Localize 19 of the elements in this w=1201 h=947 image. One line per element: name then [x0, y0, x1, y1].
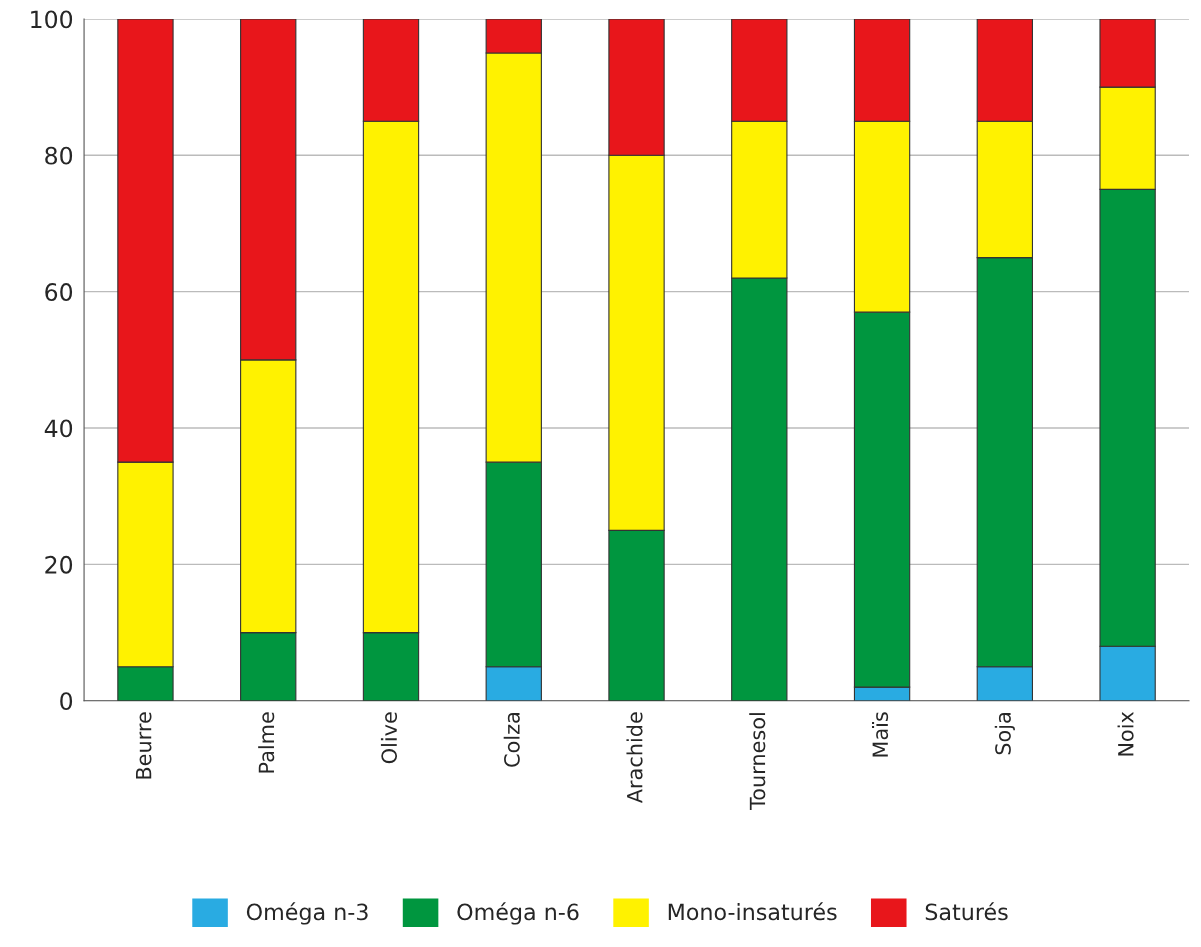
x-tick-label: Maïs	[872, 712, 889, 757]
y-tick-label: 40	[44, 419, 73, 438]
legend-label: Mono-insaturés	[668, 902, 837, 921]
y-tick-label: 60	[45, 283, 73, 301]
x-tick-label: Olive	[380, 712, 398, 764]
legend-label: Oméga n-6	[457, 902, 579, 925]
y-tick-label: 20	[45, 555, 73, 574]
y-tick-label: 80	[45, 146, 73, 165]
x-tick-label: Soja	[994, 713, 1015, 755]
x-tick-label: Noix	[1117, 711, 1134, 756]
x-tick-label: Palme	[258, 712, 275, 773]
legend-label: Saturés	[925, 902, 1008, 921]
x-tick-label: Beurre	[136, 712, 152, 779]
y-tick-label: 100	[31, 10, 73, 29]
legend-label: Oméga n-3	[246, 902, 368, 925]
y-tick-label: 0	[60, 692, 73, 711]
x-tick-label: Tournesol	[749, 713, 766, 810]
x-tick-label: Colza	[503, 713, 520, 767]
x-tick-label: Arachide	[626, 712, 643, 804]
